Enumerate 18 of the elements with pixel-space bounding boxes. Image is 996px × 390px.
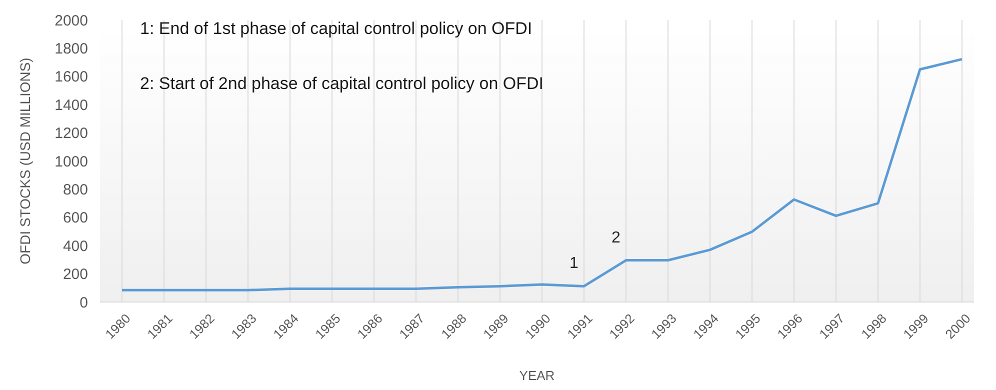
y-tick-label: 1400 — [54, 96, 88, 114]
y-tick-label: 800 — [62, 181, 88, 198]
line-series — [120, 58, 964, 292]
y-tick-label: 1800 — [54, 40, 88, 58]
x-axis-title: YEAR — [519, 368, 555, 383]
annotation: 2: Start of 2nd phase of capital control policy on OFDI — [140, 74, 544, 93]
annotation: 2 — [612, 229, 621, 246]
annotation: 1 — [570, 255, 579, 272]
y-tick-label: 200 — [62, 266, 88, 284]
y-tick-label: 1200 — [54, 125, 88, 142]
y-tick-label: 1600 — [54, 68, 88, 86]
y-tick-label: 600 — [62, 210, 88, 227]
y-axis-title: OFDI STOCKS (USD MILLIONS) — [17, 58, 33, 264]
y-tick-label: 0 — [80, 294, 88, 312]
y-tick-label: 1000 — [54, 153, 88, 170]
annotation: 1: End of 1st phase of capital control policy on OFDI — [140, 19, 532, 38]
y-tick-label: 400 — [62, 238, 88, 255]
y-tick-label: 2000 — [54, 12, 88, 30]
